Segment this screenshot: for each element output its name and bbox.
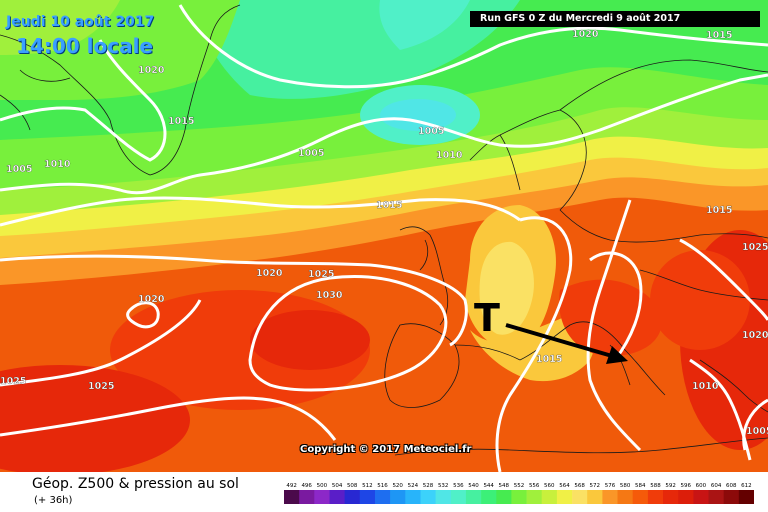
scale-swatch [541,490,558,504]
pressure-label: 1005 [298,148,324,159]
pressure-label: 1020 [138,65,165,76]
pressure-label: 1005 [746,426,768,437]
pressure-label: 1015 [536,354,562,365]
scale-swatch [481,490,497,504]
scale-swatch [314,490,330,504]
scale-swatch [526,490,543,504]
pressure-label: 1010 [436,150,463,161]
scale-swatch [465,490,482,504]
pressure-label: 1015 [706,205,732,216]
scale-tick-label: 528 [423,483,434,489]
pressure-labels: 1020 1015 1020 1015 1005 1010 1005 1005 … [0,29,768,437]
scale-swatch [390,490,406,504]
scale-tick-label: 556 [529,483,540,489]
scale-tick-label: 508 [347,483,358,489]
scale-tick-label: 548 [499,483,510,489]
scale-tick-label: 544 [483,483,494,489]
scale-swatch [708,490,724,504]
scale-tick-label: 580 [620,483,631,489]
scale-swatch [496,490,512,504]
scale-tick-label: 536 [453,483,464,489]
pressure-label: 1020 [138,294,165,305]
scale-tick-label: 576 [605,483,616,489]
pressure-label: 1010 [44,159,71,170]
scale-swatch [299,490,315,504]
scale-swatch [435,490,452,504]
scale-swatch [663,490,679,504]
scale-swatch [678,490,694,504]
scale-swatch [344,490,361,504]
pressure-label: 1025 [742,242,768,253]
copyright-notice: Copyright © 2017 Meteociel.fr [300,444,472,455]
pressure-label: 1005 [6,164,32,175]
scale-tick-label: 584 [635,483,646,489]
forecast-time: 14:00 locale [16,34,153,58]
scale-tick-label: 588 [650,483,661,489]
scale-swatch [556,490,573,504]
geopotential-fill [0,0,768,472]
scale-swatch [329,490,345,504]
low-pressure-marker: T [474,296,500,340]
scale-swatch [587,490,603,504]
scale-swatch [632,490,649,504]
scale-tick-label: 568 [574,483,585,489]
legend-subtitle: (+ 36h) [34,495,73,506]
pressure-label: 1020 [572,29,599,40]
scale-tick-label: 612 [741,483,752,489]
scale-tick-label: 500 [317,483,328,489]
scale-swatch [602,490,618,504]
scale-swatch [693,490,709,504]
pressure-label: 1020 [256,268,283,279]
pressure-label: 1025 [0,376,26,387]
scale-swatch [420,490,436,504]
scale-swatch [405,490,421,504]
scale-tick-label: 540 [468,483,479,489]
forecast-date: Jeudi 10 août 2017 [6,14,155,30]
pressure-label: 1030 [316,290,343,301]
pressure-label: 1005 [418,126,444,137]
pressure-label: 1025 [88,381,114,392]
scale-tick-label: 496 [301,483,312,489]
scale-tick-label: 552 [514,483,525,489]
scale-tick-label: 592 [665,483,676,489]
scale-tick-label: 604 [711,483,722,489]
scale-swatch [738,490,754,504]
scale-swatch [572,490,588,504]
scale-swatch [375,490,391,504]
scale-swatch [723,490,740,504]
weather-map: 1020 1015 1020 1015 1005 1010 1005 1005 … [0,0,768,472]
scale-tick-label: 572 [590,483,601,489]
scale-tick-label: 520 [392,483,403,489]
scale-tick-label: 532 [438,483,449,489]
scale-tick-label: 596 [681,483,692,489]
movement-arrow [505,323,628,364]
scale-tick-label: 516 [377,483,388,489]
scale-tick-label: 524 [408,483,419,489]
model-run-label: Run GFS 0 Z du Mercredi 9 août 2017 [470,11,760,27]
isobars [0,4,768,472]
scale-tick-label: 600 [696,483,707,489]
legend-title: Géop. Z500 & pression au sol [32,476,239,492]
scale-swatch [450,490,467,504]
pressure-label: 1010 [692,381,719,392]
color-scale: 492 496 500 504 508 512 516 520 524 528 532 536 540 5… [284,483,754,504]
pressure-label: 1025 [308,269,334,280]
scale-swatch [617,490,633,504]
scale-tick-label: 504 [332,483,343,489]
pressure-label: 1015 [706,30,732,41]
scale-tick-label: 492 [286,483,297,489]
scale-swatch [511,490,527,504]
scale-swatch [359,490,376,504]
scale-swatch [284,490,300,504]
scale-tick-label: 512 [362,483,373,489]
scale-tick-label: 560 [544,483,555,489]
pressure-label: 1015 [376,200,402,211]
scale-tick-label: 608 [726,483,737,489]
scale-swatch [647,490,664,504]
pressure-label: 1015 [168,116,194,127]
scale-tick-label: 564 [559,483,570,489]
pressure-label: 1020 [742,330,768,341]
